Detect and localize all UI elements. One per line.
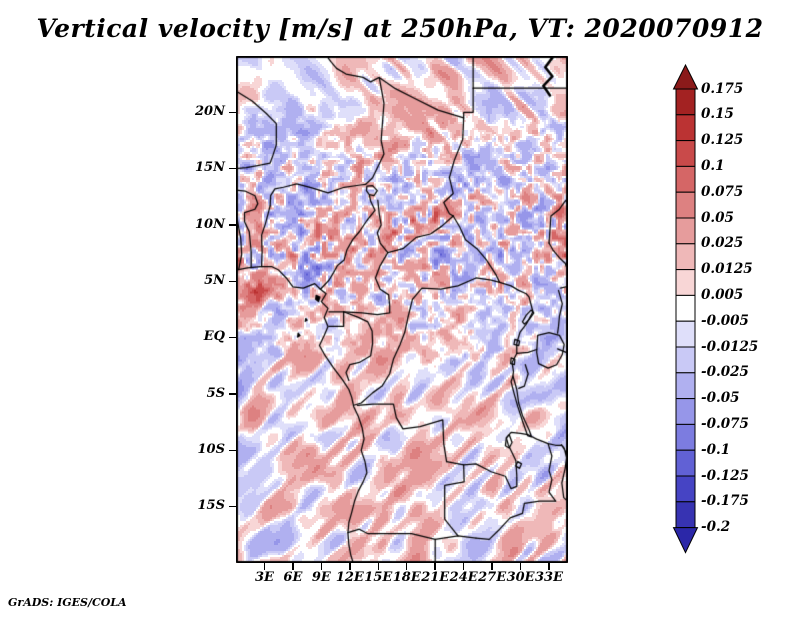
x-axis-tick [548, 563, 550, 570]
x-axis-tick-label: 21E [421, 570, 450, 585]
x-axis-tick-label: 15E [364, 570, 393, 585]
colorbar-segment [675, 191, 696, 219]
y-axis-tick [229, 111, 236, 114]
map-borders-canvas [236, 56, 568, 563]
colorbar-segment [675, 320, 696, 348]
colorbar-boundary-label: -0.025 [701, 364, 749, 381]
colorbar-segment [675, 294, 696, 322]
x-axis-tick [349, 563, 351, 570]
plot-title: Vertical velocity [m/s] at 250hPa, VT: 2… [36, 14, 764, 43]
y-axis-tick [229, 505, 236, 508]
colorbar-boundary-label: 0.1 [701, 157, 725, 174]
x-axis-tick [263, 563, 266, 570]
y-axis-tick [229, 224, 236, 226]
x-axis-tick-label: 18E [392, 570, 421, 585]
y-axis-tick [229, 280, 236, 283]
colorbar-boundary-label: 0.05 [701, 209, 734, 226]
x-axis-tick [405, 563, 408, 570]
colorbar-segment [675, 346, 696, 374]
colorbar-segment [675, 398, 696, 425]
colorbar-boundary-label: 0.005 [701, 286, 744, 303]
colorbar-boundary-label: -0.075 [701, 415, 749, 432]
x-axis-tick-label: 9E [311, 570, 331, 585]
x-axis-tick-label: 3E [254, 570, 274, 585]
x-axis-tick [462, 563, 465, 570]
x-axis-tick [377, 563, 380, 570]
colorbar-segment [675, 423, 696, 451]
colorbar-segment [675, 449, 696, 477]
colorbar-boundary-label: -0.2 [701, 519, 731, 536]
colorbar-boundary-label: 0.15 [701, 106, 734, 123]
x-axis-tick-label: 6E [283, 570, 303, 585]
colorbar-boundary-label: -0.005 [701, 312, 749, 329]
y-axis-tick-label: 5S [206, 385, 225, 401]
x-axis-tick-label: 12E [335, 570, 364, 585]
colorbar-segment [675, 501, 696, 529]
y-axis-tick [229, 449, 236, 452]
y-axis-tick-label: 20N [195, 103, 225, 119]
colorbar-boundary-label: 0.175 [701, 80, 744, 97]
grads-attribution: GrADS: IGES/COLA [8, 596, 127, 609]
x-axis-tick-label: 27E [478, 570, 507, 585]
colorbar-boundary-label: 0.125 [701, 132, 744, 149]
colorbar-boundary-label: -0.125 [701, 467, 749, 484]
y-axis-tick [229, 167, 236, 170]
y-axis-tick-label: 10N [195, 216, 225, 232]
colorbar-boundary-label: -0.0125 [701, 338, 759, 355]
y-axis-tick-label: 15N [195, 160, 225, 176]
colorbar-boundary-label: -0.175 [701, 493, 749, 510]
colorbar-boundary-label: -0.05 [701, 390, 740, 407]
map-panel [236, 56, 568, 563]
y-axis-tick [229, 336, 236, 339]
x-axis-tick [320, 563, 323, 570]
colorbar-segment [675, 165, 696, 193]
colorbar [672, 64, 699, 554]
colorbar-arrow-bottom [672, 527, 699, 554]
y-axis-tick-label: 5N [204, 272, 225, 288]
colorbar-boundary-label: 0.0125 [701, 261, 753, 278]
y-axis-tick [229, 393, 236, 395]
y-axis-tick-label: 15S [197, 498, 225, 514]
x-axis-tick-label: 24E [449, 570, 478, 585]
colorbar-segment [675, 114, 696, 142]
x-axis-tick [519, 563, 522, 570]
colorbar-segment [675, 269, 696, 296]
x-axis-tick-label: 30E [506, 570, 535, 585]
colorbar-segment [675, 372, 696, 400]
x-axis-tick [434, 563, 436, 570]
colorbar-boundary-label: 0.025 [701, 235, 744, 252]
colorbar-segment [675, 243, 696, 271]
y-axis-tick-label: EQ [203, 329, 225, 345]
colorbar-segment [675, 140, 696, 167]
colorbar-segment [675, 475, 696, 503]
colorbar-segment [675, 217, 696, 245]
colorbar-boundary-label: 0.075 [701, 183, 744, 200]
colorbar-segment [675, 88, 696, 116]
x-axis-tick-label: 33E [535, 570, 564, 585]
colorbar-arrow-top [672, 64, 699, 90]
y-axis-tick-label: 10S [197, 441, 225, 457]
x-axis-tick [491, 563, 493, 570]
colorbar-boundary-label: -0.1 [701, 441, 731, 458]
x-axis-tick [292, 563, 294, 570]
